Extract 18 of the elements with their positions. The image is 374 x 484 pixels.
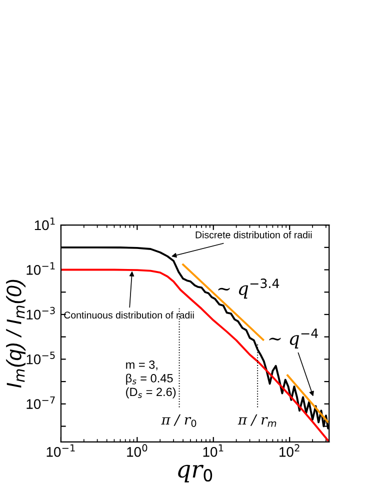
y-tick-label: 10$^{1}$ xyxy=(34,218,55,230)
y-tick-label: 10$^{−5}$ xyxy=(26,352,55,364)
x-axis-title: qr$_{0}$ xyxy=(178,464,212,482)
annotation: Discrete distribution of radii xyxy=(196,231,312,238)
y-tick-label: 10$^{−1}$ xyxy=(26,262,55,275)
annotation: Continuous distribution of radii xyxy=(64,311,194,319)
annotation: ~ q$^{−4}$ xyxy=(269,328,318,348)
x-tick-label: 10$^{2}$ xyxy=(280,444,300,457)
y-axis-title: I$_{m}$(q) / I$_{m}$(0) xyxy=(6,280,26,388)
annotation: ~ q$^{−3.4}$ xyxy=(218,278,280,299)
x-tick-label: 10$^{1}$ xyxy=(203,444,224,457)
ref-line-label: π / r$_{0}$ xyxy=(161,414,196,427)
y-tick-label: 10$^{−7}$ xyxy=(26,396,55,409)
y-tick-label: 10$^{−3}$ xyxy=(26,306,55,320)
x-tick-label: 10$^{0}$ xyxy=(127,444,148,457)
x-tick-label: 10$^{−1}$ xyxy=(46,444,75,457)
ref-line-label: π / r$_{m}$ xyxy=(238,414,276,427)
annotation: m = 3, β$_{s}$ = 0.45 (D$_{s}$ = 2.6) xyxy=(126,360,176,398)
